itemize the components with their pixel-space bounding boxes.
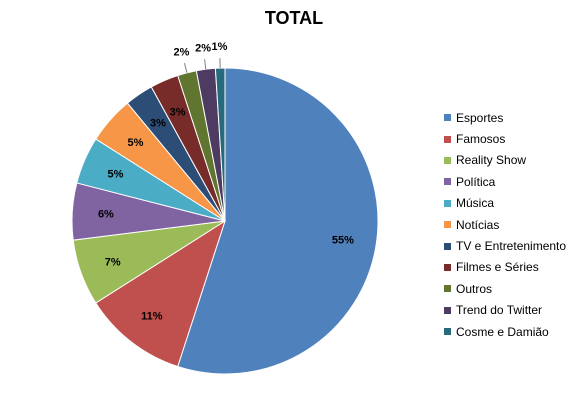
leader-line-outros	[183, 62, 188, 73]
legend-item-filmes-e-series: Filmes e Séries	[444, 257, 566, 278]
leader-line-trend-do-twitter	[204, 59, 207, 70]
legend-label: Música	[456, 196, 495, 211]
legend-swatch	[444, 114, 451, 122]
legend-label: Famosos	[456, 132, 506, 147]
legend-item-politica: Política	[444, 171, 566, 192]
legend-item-outros: Outros	[444, 278, 566, 299]
data-label-politica: 6%	[98, 209, 114, 221]
data-label-filmes-e-series: 3%	[170, 106, 186, 118]
chart-title: TOTAL	[264, 8, 324, 28]
data-label-tv-e-entretenimento: 3%	[150, 117, 166, 129]
legend-swatch	[444, 156, 451, 164]
legend-swatch	[444, 199, 451, 207]
legend-label: Esportes	[456, 110, 504, 125]
legend-item-tv-e-entretenimento: TV e Entretenimento	[444, 235, 566, 256]
data-label-esportes: 55%	[332, 235, 354, 247]
legend-label: Política	[456, 174, 496, 189]
legend-label: Reality Show	[456, 153, 527, 168]
legend-item-reality-show: Reality Show	[444, 150, 566, 171]
data-label-noticias: 5%	[128, 137, 144, 149]
legend-swatch	[444, 328, 451, 336]
legend-swatch	[444, 242, 451, 250]
legend-item-trend-do-twitter: Trend do Twitter	[444, 300, 566, 321]
legend-label: Trend do Twitter	[456, 303, 543, 318]
data-label-outros: 2%	[174, 46, 190, 58]
data-label-trend-do-twitter: 2%	[195, 42, 211, 54]
pie-slice-esportes	[177, 67, 379, 375]
legend-label: Cosme e Damião	[456, 324, 549, 339]
legend-item-esportes: Esportes	[444, 107, 566, 128]
legend-label: Notícias	[456, 217, 500, 232]
data-label-reality-show: 7%	[105, 256, 121, 268]
data-label-musica: 5%	[108, 169, 124, 181]
legend-label: TV e Entretenimento	[456, 239, 567, 254]
data-label-famosos: 11%	[141, 310, 163, 322]
legend-swatch	[444, 221, 451, 229]
legend-label: Filmes e Séries	[456, 260, 539, 275]
chart-legend: Esportes Famosos Reality Show Política Músic…	[444, 107, 566, 342]
data-label-cosme-e-damiao: 1%	[212, 41, 228, 53]
legend-swatch	[444, 178, 451, 186]
legend-swatch	[444, 306, 451, 314]
legend-swatch	[444, 135, 451, 143]
legend-item-musica: Música	[444, 193, 566, 214]
legend-item-famosos: Famosos	[444, 128, 566, 149]
legend-item-noticias: Notícias	[444, 214, 566, 235]
legend-label: Outros	[456, 281, 493, 296]
legend-swatch	[444, 285, 451, 293]
legend-swatch	[444, 263, 451, 271]
legend-item-cosme-e-damiao: Cosme e Damião	[444, 321, 566, 342]
pie-slice-famosos	[95, 219, 226, 368]
